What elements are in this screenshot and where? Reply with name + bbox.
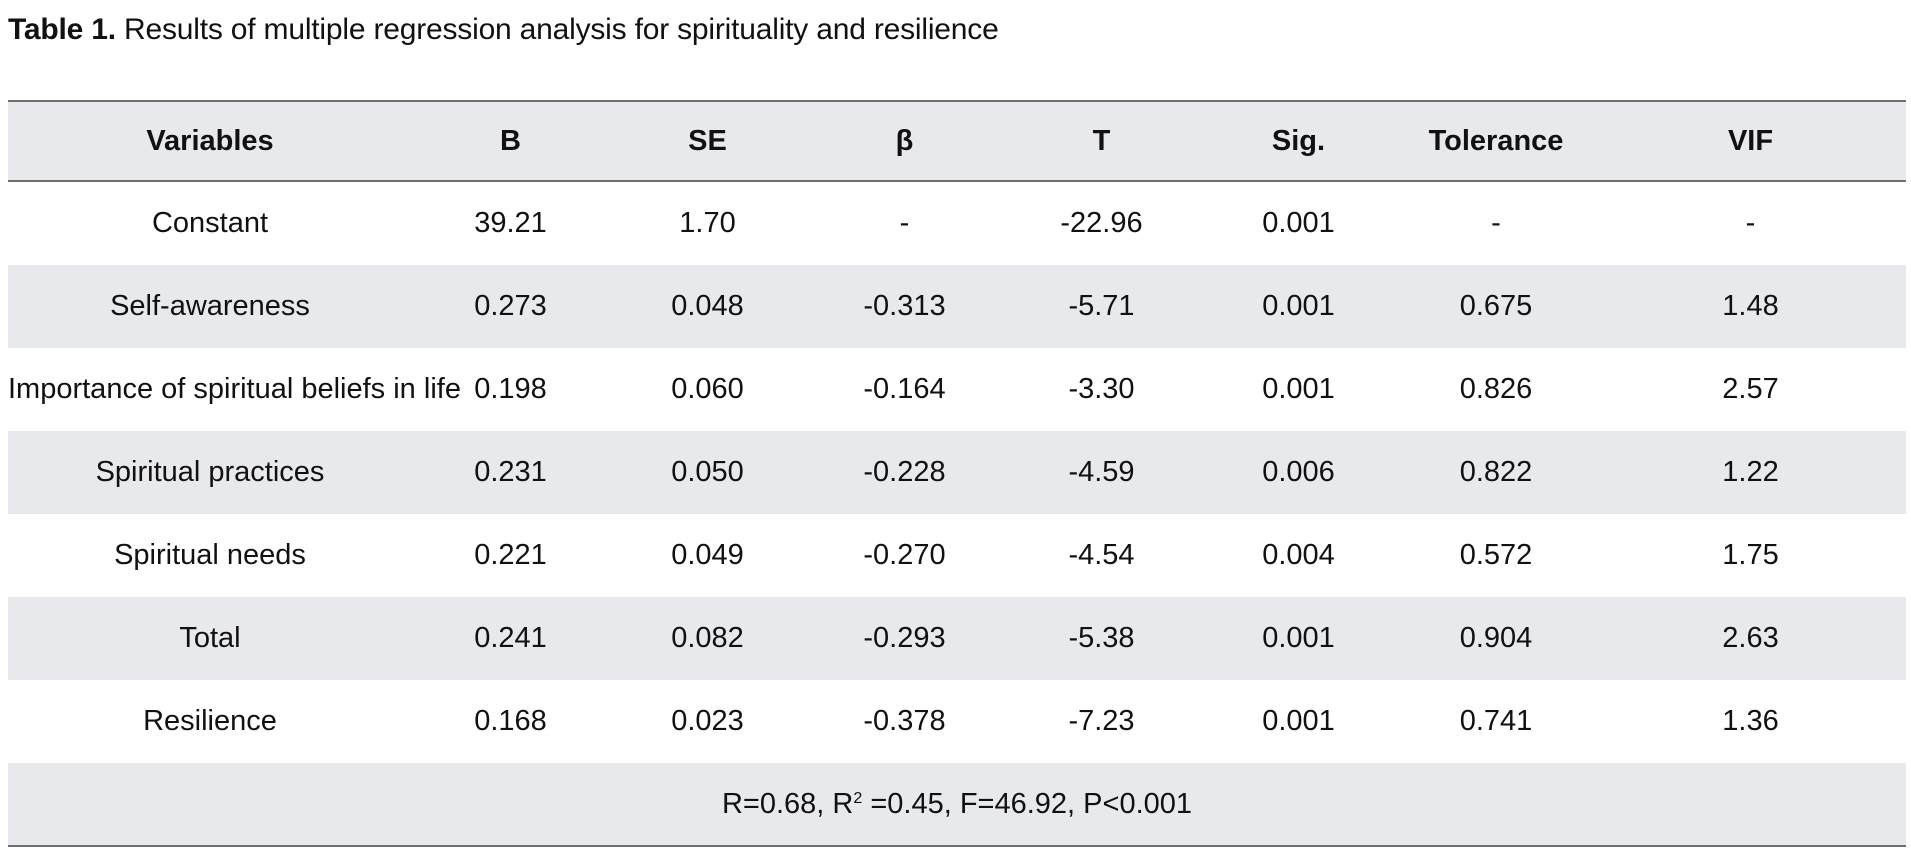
column-header-variables: Variables xyxy=(146,124,274,157)
table-footer-row: R=0.68, R2 =0.45, F=46.92, P<0.001 xyxy=(8,763,1906,846)
cell-b: 0.168 xyxy=(474,705,547,737)
cell-beta: -0.293 xyxy=(863,622,946,654)
table-row: Total 0.241 0.082 -0.293 -5.38 0.001 0.9… xyxy=(8,597,1906,680)
cell-b: 0.241 xyxy=(474,622,547,654)
cell-se: 0.060 xyxy=(671,373,744,405)
cell-vif: 1.22 xyxy=(1722,456,1779,488)
cell-t: -4.59 xyxy=(1068,456,1135,488)
cell-variable: Constant xyxy=(151,207,269,239)
cell-tolerance: 0.826 xyxy=(1459,373,1533,405)
table-row: Self-awareness 0.273 0.048 -0.313 -5.71 … xyxy=(8,265,1906,348)
table-caption-text: Results of multiple regression analysis … xyxy=(124,13,999,46)
cell-variable: Spiritual needs xyxy=(114,539,306,571)
column-header-beta: β xyxy=(895,124,914,157)
cell-sig: 0.006 xyxy=(1262,456,1335,488)
cell-se: 1.70 xyxy=(679,207,736,239)
cell-vif: 2.57 xyxy=(1722,373,1779,405)
table-caption-label: Table 1. xyxy=(8,13,116,46)
cell-tolerance: 0.572 xyxy=(1459,539,1533,571)
cell-sig: 0.001 xyxy=(1262,622,1335,654)
cell-tolerance: 0.741 xyxy=(1459,705,1533,737)
column-header-sig: Sig. xyxy=(1271,124,1326,157)
cell-se: 0.082 xyxy=(671,622,744,654)
cell-variable: Resilience xyxy=(143,705,277,737)
cell-b: 39.21 xyxy=(474,207,547,239)
column-header-t: T xyxy=(1092,124,1111,157)
cell-beta: -0.313 xyxy=(863,290,946,322)
cell-vif: 1.75 xyxy=(1722,539,1779,571)
cell-sig: 0.001 xyxy=(1262,373,1335,405)
cell-se: 0.049 xyxy=(671,539,744,571)
cell-tolerance: 0.904 xyxy=(1459,622,1533,654)
cell-b: 0.221 xyxy=(474,539,547,571)
column-header-b: B xyxy=(500,124,521,157)
cell-sig: 0.004 xyxy=(1262,539,1335,571)
cell-t: -5.38 xyxy=(1068,622,1135,654)
cell-t: -3.30 xyxy=(1068,373,1135,405)
cell-b: 0.231 xyxy=(474,456,547,488)
regression-results-table: Variables B SE β T Sig. Tolerance VIF Co… xyxy=(8,100,1906,847)
table-row: Importance of spiritual beliefs in life … xyxy=(8,348,1906,431)
model-summary-text-end: =0.45, F=46.92, P<0.001 xyxy=(862,787,1193,820)
model-summary-cell: R=0.68, R2 =0.45, F=46.92, P<0.001 xyxy=(8,763,1906,846)
cell-se: 0.048 xyxy=(671,290,744,322)
cell-variable: Self-awareness xyxy=(110,290,310,322)
cell-beta: -0.270 xyxy=(863,539,946,571)
table-row: Spiritual needs 0.221 0.049 -0.270 -4.54… xyxy=(8,514,1906,597)
cell-beta: - xyxy=(899,207,910,239)
r-squared-superscript: 2 xyxy=(853,789,863,807)
cell-tolerance: 0.675 xyxy=(1459,290,1533,322)
cell-variable: Total xyxy=(179,622,241,654)
cell-beta: -0.378 xyxy=(863,705,946,737)
cell-tolerance: 0.822 xyxy=(1459,456,1533,488)
cell-variable: Importance of spiritual beliefs in life xyxy=(8,373,461,405)
cell-b: 0.273 xyxy=(474,290,547,322)
cell-sig: 0.001 xyxy=(1262,290,1335,322)
cell-t: -4.54 xyxy=(1068,539,1135,571)
cell-beta: -0.228 xyxy=(863,456,946,488)
cell-tolerance: - xyxy=(1491,207,1501,239)
cell-b: 0.198 xyxy=(474,373,547,405)
cell-t: -22.96 xyxy=(1060,207,1143,239)
table-caption: Table 1. Results of multiple regression … xyxy=(8,10,999,50)
cell-t: -7.23 xyxy=(1068,705,1135,737)
cell-beta: -0.164 xyxy=(863,373,946,405)
table-header-row: Variables B SE β T Sig. Tolerance VIF xyxy=(8,101,1906,181)
cell-vif: 2.63 xyxy=(1722,622,1779,654)
cell-vif: 1.36 xyxy=(1722,705,1779,737)
column-header-tolerance: Tolerance xyxy=(1428,124,1564,157)
cell-sig: 0.001 xyxy=(1262,705,1335,737)
column-header-vif: VIF xyxy=(1727,124,1774,157)
cell-se: 0.023 xyxy=(671,705,744,737)
table-row: Spiritual practices 0.231 0.050 -0.228 -… xyxy=(8,431,1906,514)
cell-se: 0.050 xyxy=(671,456,744,488)
model-summary-text-start: R=0.68, R xyxy=(721,787,854,820)
cell-variable: Spiritual practices xyxy=(95,456,325,488)
table-row: Resilience 0.168 0.023 -0.378 -7.23 0.00… xyxy=(8,680,1906,763)
cell-vif: 1.48 xyxy=(1722,290,1779,322)
cell-t: -5.71 xyxy=(1068,290,1135,322)
column-header-se: SE xyxy=(688,124,727,157)
table-row: Constant 39.21 1.70 - -22.96 0.001 - - xyxy=(8,181,1906,265)
cell-vif: - xyxy=(1745,207,1756,239)
cell-sig: 0.001 xyxy=(1262,207,1335,239)
